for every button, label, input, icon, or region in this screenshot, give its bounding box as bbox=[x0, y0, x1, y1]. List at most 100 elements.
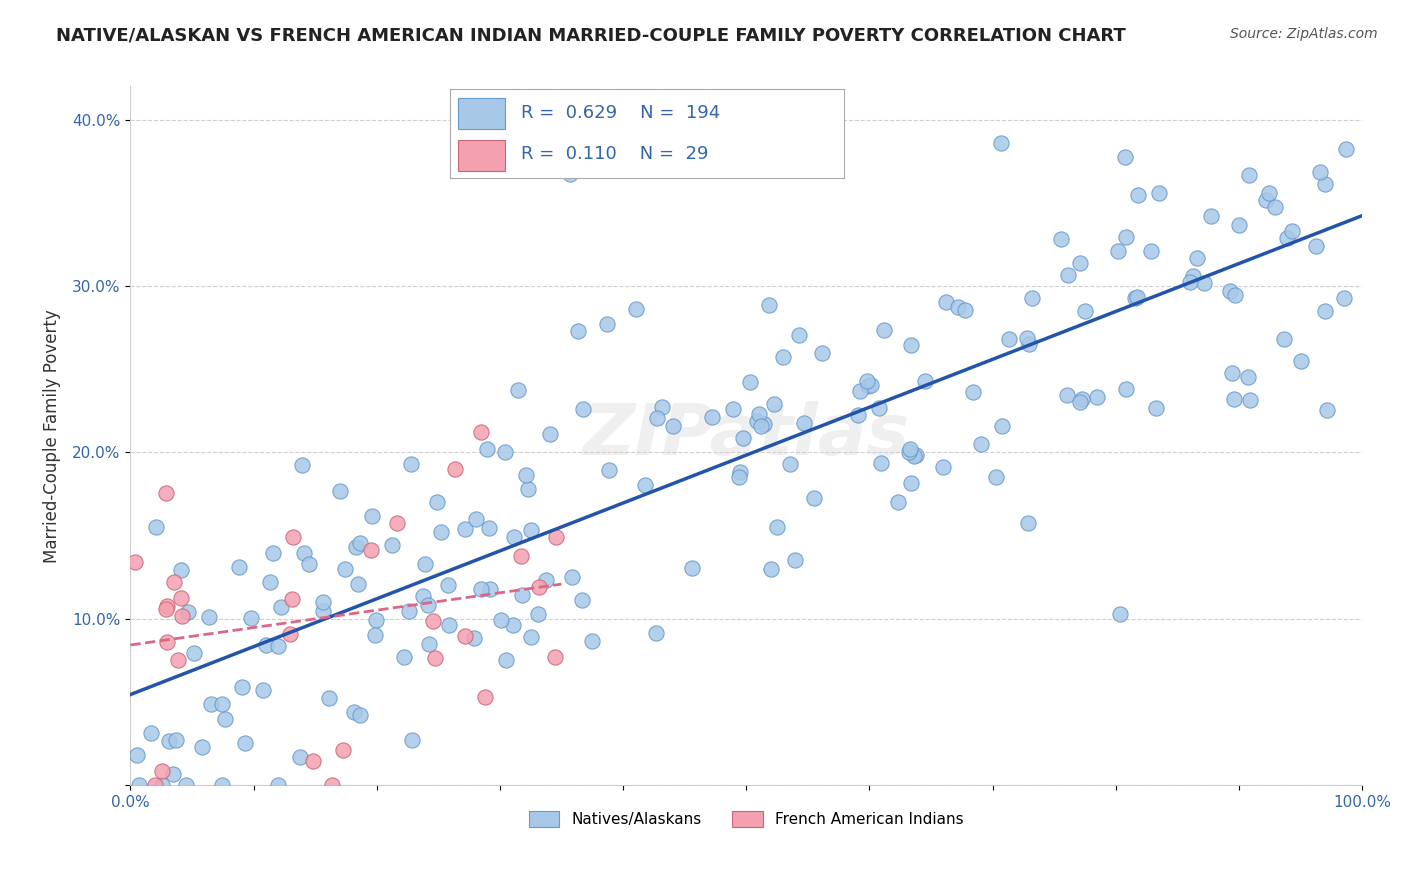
Natives/Alaskans bbox=[803, 491, 825, 506]
French American Indians bbox=[385, 516, 408, 531]
Natives/Alaskans bbox=[849, 384, 872, 398]
Natives/Alaskans bbox=[506, 384, 529, 398]
Natives/Alaskans bbox=[1281, 224, 1303, 238]
Natives/Alaskans bbox=[846, 409, 869, 423]
French American Indians bbox=[474, 690, 496, 704]
Natives/Alaskans bbox=[139, 725, 162, 739]
Natives/Alaskans bbox=[231, 681, 253, 695]
Natives/Alaskans bbox=[738, 375, 761, 389]
Natives/Alaskans bbox=[157, 733, 180, 747]
Natives/Alaskans bbox=[1107, 244, 1129, 259]
Natives/Alaskans bbox=[267, 778, 290, 792]
Natives/Alaskans bbox=[1017, 516, 1039, 530]
Natives/Alaskans bbox=[254, 638, 277, 652]
Natives/Alaskans bbox=[581, 633, 603, 648]
Natives/Alaskans bbox=[1199, 209, 1222, 223]
Natives/Alaskans bbox=[1017, 331, 1039, 345]
Natives/Alaskans bbox=[1147, 186, 1170, 200]
Natives/Alaskans bbox=[763, 397, 786, 411]
Natives/Alaskans bbox=[962, 384, 984, 399]
Natives/Alaskans bbox=[772, 350, 794, 364]
Natives/Alaskans bbox=[127, 747, 149, 762]
Natives/Alaskans bbox=[900, 338, 922, 352]
Natives/Alaskans bbox=[779, 457, 801, 471]
Natives/Alaskans bbox=[1333, 291, 1355, 305]
French American Indians bbox=[163, 574, 186, 589]
Natives/Alaskans bbox=[335, 562, 357, 576]
Natives/Alaskans bbox=[572, 402, 595, 417]
Natives/Alaskans bbox=[270, 599, 292, 614]
French American Indians bbox=[124, 555, 146, 569]
Natives/Alaskans bbox=[298, 557, 321, 571]
Natives/Alaskans bbox=[1212, 62, 1234, 77]
Natives/Alaskans bbox=[412, 589, 434, 603]
Natives/Alaskans bbox=[1069, 394, 1091, 409]
French American Indians bbox=[281, 591, 304, 606]
Natives/Alaskans bbox=[887, 495, 910, 509]
Natives/Alaskans bbox=[1239, 393, 1261, 408]
Natives/Alaskans bbox=[1222, 366, 1244, 380]
Natives/Alaskans bbox=[990, 136, 1012, 151]
Natives/Alaskans bbox=[758, 298, 780, 312]
Natives/Alaskans bbox=[1254, 193, 1277, 207]
Natives/Alaskans bbox=[1056, 387, 1078, 401]
Natives/Alaskans bbox=[233, 736, 256, 750]
Natives/Alaskans bbox=[259, 574, 281, 589]
Natives/Alaskans bbox=[183, 646, 205, 660]
Natives/Alaskans bbox=[624, 302, 647, 317]
Natives/Alaskans bbox=[401, 733, 423, 747]
Natives/Alaskans bbox=[681, 561, 703, 575]
Natives/Alaskans bbox=[810, 345, 832, 359]
Natives/Alaskans bbox=[502, 618, 524, 632]
Natives/Alaskans bbox=[661, 418, 683, 433]
French American Indians bbox=[170, 591, 193, 606]
Natives/Alaskans bbox=[903, 449, 925, 463]
Natives/Alaskans bbox=[1018, 337, 1040, 351]
Natives/Alaskans bbox=[343, 706, 366, 720]
French American Indians bbox=[167, 653, 190, 667]
Natives/Alaskans bbox=[228, 559, 250, 574]
Natives/Alaskans bbox=[399, 457, 422, 471]
Natives/Alaskans bbox=[540, 426, 562, 441]
Natives/Alaskans bbox=[145, 520, 167, 534]
Natives/Alaskans bbox=[329, 484, 352, 499]
Natives/Alaskans bbox=[1219, 284, 1241, 298]
French American Indians bbox=[527, 580, 550, 594]
Natives/Alaskans bbox=[900, 475, 922, 490]
Text: R =  0.110    N =  29: R = 0.110 N = 29 bbox=[520, 145, 709, 163]
Natives/Alaskans bbox=[174, 778, 197, 792]
Natives/Alaskans bbox=[991, 418, 1014, 433]
Natives/Alaskans bbox=[536, 573, 558, 587]
Natives/Alaskans bbox=[1185, 252, 1208, 266]
Text: NATIVE/ALASKAN VS FRENCH AMERICAN INDIAN MARRIED-COUPLE FAMILY POVERTY CORRELATI: NATIVE/ALASKAN VS FRENCH AMERICAN INDIAN… bbox=[56, 27, 1126, 45]
Natives/Alaskans bbox=[567, 325, 589, 339]
French American Indians bbox=[444, 462, 467, 476]
Natives/Alaskans bbox=[426, 495, 449, 509]
Natives/Alaskans bbox=[520, 631, 543, 645]
Text: Source: ZipAtlas.com: Source: ZipAtlas.com bbox=[1230, 27, 1378, 41]
Natives/Alaskans bbox=[998, 332, 1021, 346]
Natives/Alaskans bbox=[398, 604, 420, 618]
Natives/Alaskans bbox=[1237, 168, 1260, 182]
French American Indians bbox=[423, 650, 446, 665]
Natives/Alaskans bbox=[1115, 382, 1137, 396]
Natives/Alaskans bbox=[211, 778, 233, 792]
Natives/Alaskans bbox=[1277, 231, 1299, 245]
Natives/Alaskans bbox=[318, 690, 340, 705]
Natives/Alaskans bbox=[349, 536, 371, 550]
Natives/Alaskans bbox=[793, 417, 815, 431]
Natives/Alaskans bbox=[1334, 142, 1357, 156]
Natives/Alaskans bbox=[478, 521, 501, 535]
Natives/Alaskans bbox=[1313, 304, 1336, 318]
Natives/Alaskans bbox=[197, 610, 219, 624]
Natives/Alaskans bbox=[470, 582, 492, 597]
Natives/Alaskans bbox=[1069, 256, 1091, 270]
Natives/Alaskans bbox=[898, 442, 921, 456]
Natives/Alaskans bbox=[748, 407, 770, 421]
Natives/Alaskans bbox=[1087, 390, 1109, 404]
Natives/Alaskans bbox=[252, 682, 274, 697]
Natives/Alaskans bbox=[267, 639, 290, 653]
Natives/Alaskans bbox=[873, 323, 896, 337]
French American Indians bbox=[302, 754, 325, 768]
Natives/Alaskans bbox=[477, 442, 499, 457]
